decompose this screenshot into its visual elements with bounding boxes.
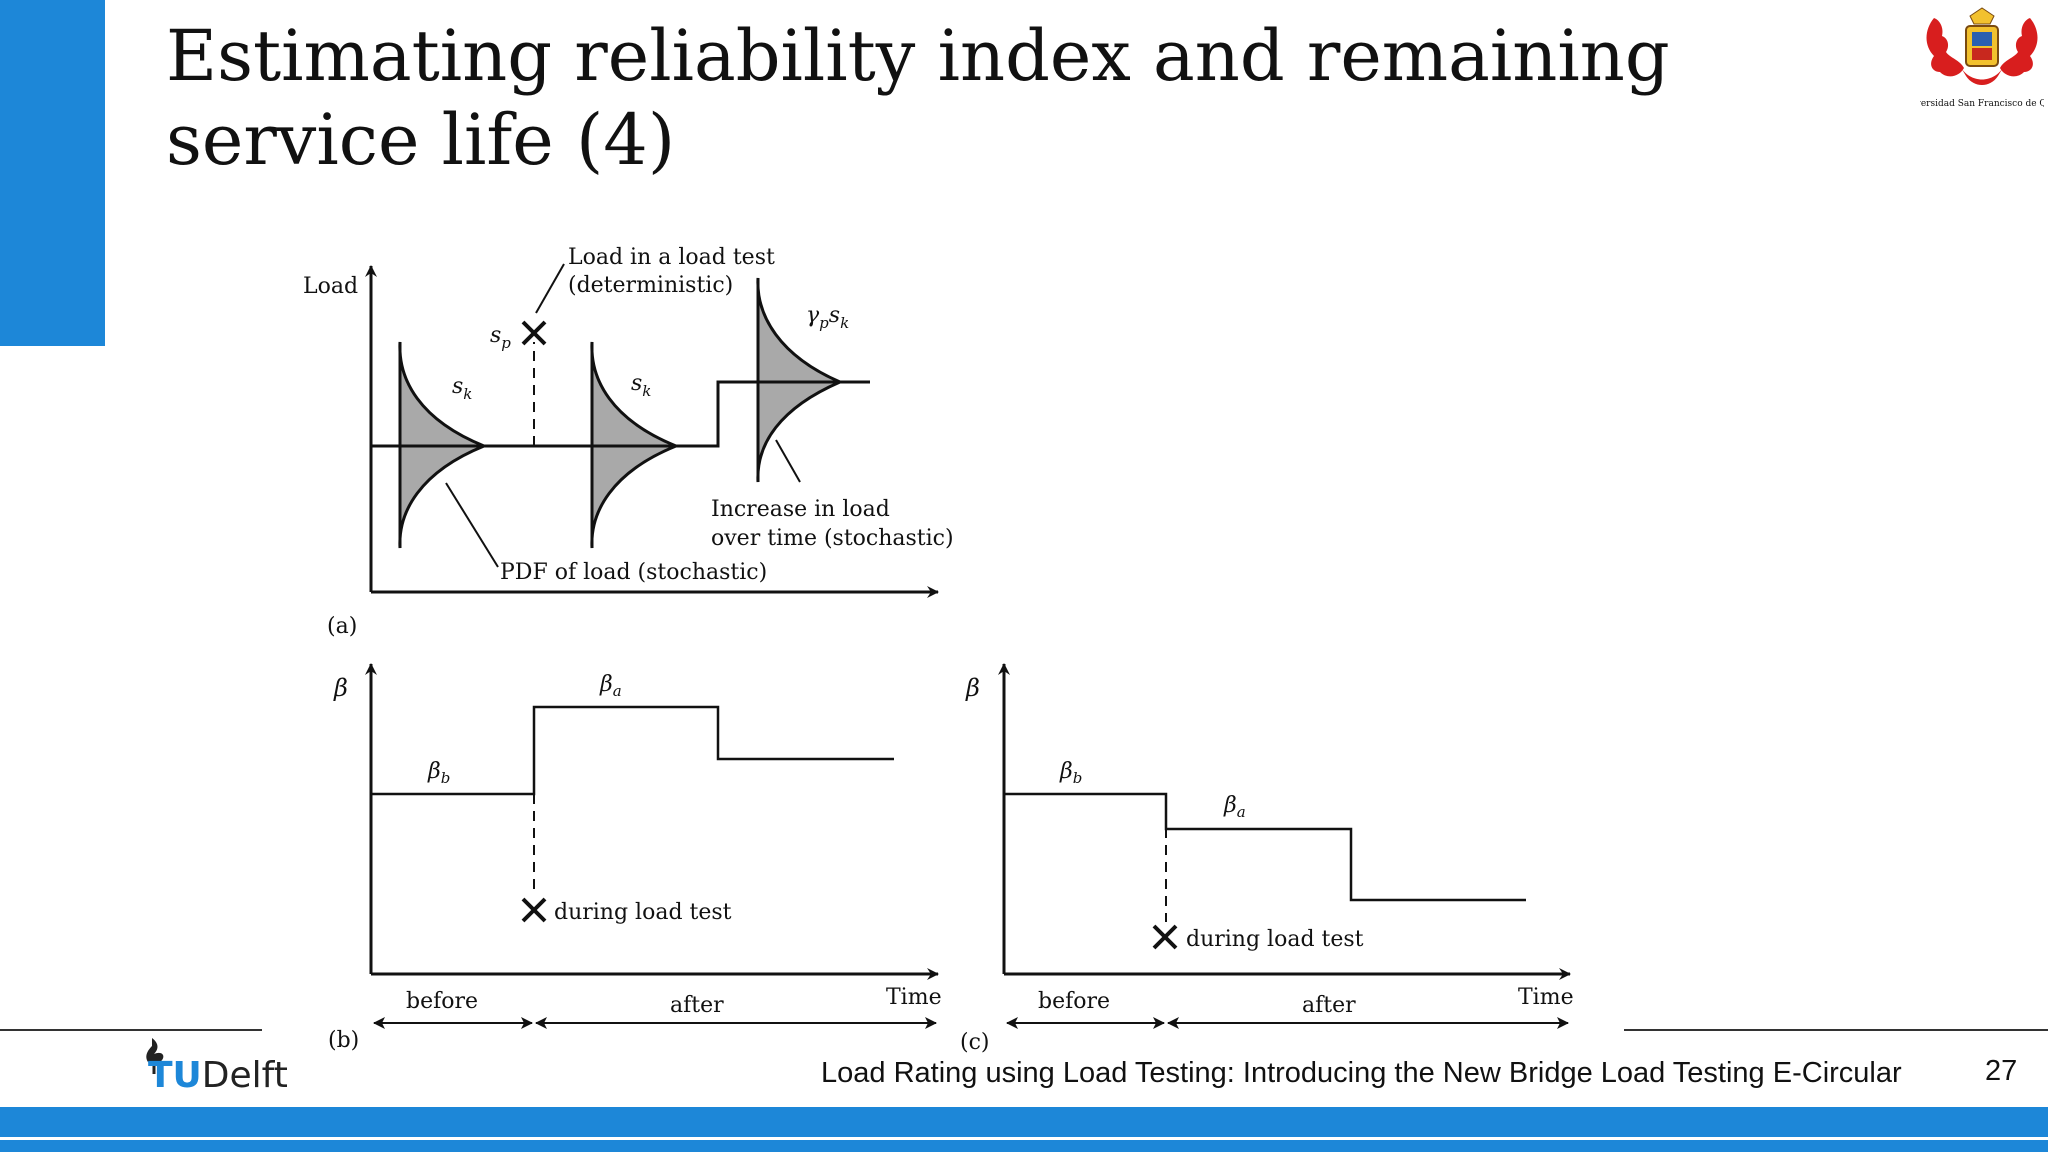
panel-a-label: (a) — [327, 614, 357, 639]
university-seal-logo: Universidad San Francisco de Quito — [1920, 7, 2044, 109]
annotation-deterministic: (deterministic) — [568, 273, 733, 298]
tu-delft-flame-icon — [146, 1038, 164, 1074]
footer-title: Load Rating using Load Testing: Introduc… — [821, 1057, 1902, 1089]
panel-b-before: before — [406, 989, 478, 1014]
panel-b-x-label: Time — [886, 985, 942, 1010]
panel-c-beta-a: βa — [1223, 793, 1246, 821]
panel-c-x-label: Time — [1518, 985, 1574, 1010]
panel-b-y-label: β — [333, 674, 348, 702]
label-sk-1: sk — [452, 374, 472, 403]
tu-delft-wordmark: TUDelft — [148, 1055, 288, 1096]
load-test-cross-mark — [521, 320, 547, 346]
panel-b-after: after — [670, 993, 724, 1018]
load-test-leader-line — [535, 263, 565, 314]
annotation-load-test: Load in a load test — [568, 245, 775, 270]
footer-band — [0, 1107, 2048, 1137]
footer-rule-right — [1624, 1029, 2048, 1031]
panel-b-beta-line — [371, 705, 894, 796]
panel-c-cross-mark — [1152, 924, 1178, 950]
logo-caption: Universidad San Francisco de Quito — [1920, 99, 2044, 109]
annotation-pdf: PDF of load (stochastic) — [500, 560, 767, 585]
tu-delft-tu: TU — [148, 1055, 202, 1096]
mean-load-line — [371, 380, 870, 448]
annotation-increase-1: Increase in load — [711, 497, 890, 522]
increase-leader-line — [775, 439, 801, 483]
panel-c-y-label: β — [965, 674, 980, 702]
slide-title: Estimating reliability index and remaini… — [166, 15, 1670, 181]
panel-b-test-label: during load test — [554, 900, 732, 925]
panel-c-label: (c) — [960, 1030, 990, 1055]
panel-c-test-label: during load test — [1186, 927, 1364, 952]
pdf-curve-3 — [756, 277, 844, 483]
panel-b: β during load test βb βa Time before aft… — [328, 663, 942, 1053]
panel-b-cross-mark — [521, 897, 547, 923]
panel-a: Load (a) Load in a load test (determinis… — [303, 245, 954, 639]
panel-b-label: (b) — [328, 1028, 359, 1053]
footer-rule-left — [0, 1029, 262, 1031]
footer-band-lower — [0, 1140, 2048, 1152]
panel-c-beta-b: βb — [1059, 759, 1082, 787]
panel-b-beta-b: βb — [427, 759, 450, 787]
accent-sidebar — [0, 0, 105, 346]
panel-b-beta-a: βa — [599, 672, 622, 700]
pdf-leader-line — [445, 482, 499, 568]
page-number: 27 — [1985, 1055, 2018, 1087]
panel-c-after: after — [1302, 993, 1356, 1018]
panel-c-beta-line — [1004, 792, 1526, 902]
panel-a-y-label: Load — [303, 274, 358, 299]
annotation-increase-2: over time (stochastic) — [711, 526, 954, 551]
panel-c: β during load test βb βa Time before aft… — [960, 663, 1574, 1055]
label-sp: sp — [490, 323, 511, 352]
label-sk-2: sk — [631, 371, 651, 400]
panel-c-before: before — [1038, 989, 1110, 1014]
label-gamma-sk: γpsk — [806, 303, 849, 332]
tu-delft-delft: Delft — [201, 1055, 288, 1096]
